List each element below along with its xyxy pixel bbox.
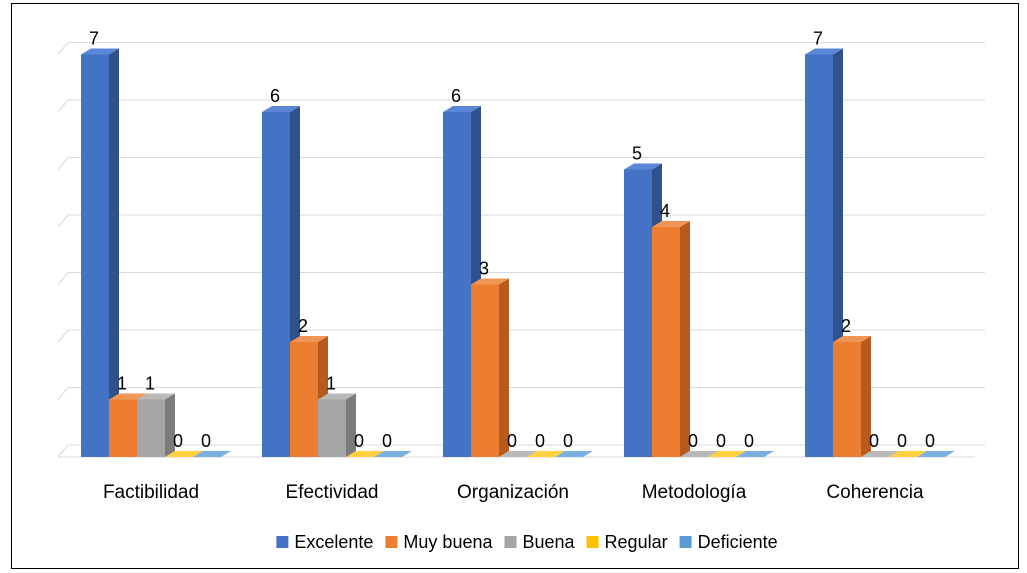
data-label: 0	[382, 431, 392, 451]
data-label: 0	[688, 431, 698, 451]
data-label: 0	[173, 431, 183, 451]
legend-label: Buena	[522, 532, 575, 552]
bars	[81, 48, 955, 458]
data-label: 0	[897, 431, 907, 451]
legend-swatch	[586, 536, 599, 548]
bar-buena-organizacion	[499, 451, 537, 458]
legend-item-deficiente: Deficiente	[679, 532, 778, 552]
data-label: 0	[354, 431, 364, 451]
data-label: 6	[270, 86, 280, 106]
data-label: 0	[535, 431, 545, 451]
legend-swatch	[679, 536, 692, 548]
legend-item-excelente: Excelente	[276, 532, 373, 552]
data-label: 1	[326, 374, 336, 394]
data-label: 7	[89, 29, 99, 49]
gridline-tick	[57, 99, 69, 113]
bar-deficiente-metodologia	[736, 451, 774, 458]
gridline-tick	[57, 214, 69, 228]
bar-regular-factibilidad	[165, 451, 203, 458]
data-label: 3	[479, 259, 489, 279]
category-label-coherencia: Coherencia	[826, 482, 924, 503]
legend-label: Excelente	[294, 532, 373, 552]
data-label: 0	[201, 431, 211, 451]
category-label-factibilidad: Factibilidad	[103, 482, 199, 503]
legend-item-regular: Regular	[586, 532, 668, 552]
data-label: 4	[660, 201, 670, 221]
gridline-tick	[57, 42, 69, 55]
data-label: 1	[145, 374, 155, 394]
data-label: 5	[632, 144, 642, 164]
gridline-tick	[57, 329, 69, 343]
legend: Excelente Muy buena Buena Regular Deficiente	[276, 532, 778, 552]
category-label-efectividad: Efectividad	[286, 482, 379, 503]
data-label: 6	[451, 86, 461, 106]
bar-regular-organizacion	[527, 451, 565, 458]
legend-swatch	[276, 536, 289, 548]
category-label-metodologia: Metodología	[642, 482, 747, 503]
data-label: 0	[563, 431, 573, 451]
legend-label: Muy buena	[403, 532, 493, 552]
legend-item-muy-buena: Muy buena	[385, 532, 493, 552]
bar-regular-coherencia	[889, 451, 927, 458]
bar-deficiente-factibilidad	[193, 451, 231, 458]
legend-label: Deficiente	[698, 532, 778, 552]
bar-deficiente-coherencia	[917, 451, 955, 458]
data-label: 2	[298, 316, 308, 336]
bar-muy-buena-metodologia	[652, 221, 690, 457]
bar-regular-efectividad	[346, 451, 384, 458]
data-label: 1	[117, 374, 127, 394]
category-labels: Factibilidad Efectividad Organización Metod…	[103, 482, 924, 503]
legend-swatch	[504, 536, 517, 548]
bar-excelente-factibilidad	[81, 48, 119, 457]
bar-buena-coherencia	[861, 451, 899, 458]
data-label: 0	[507, 431, 517, 451]
bar-buena-metodologia	[680, 451, 718, 458]
bar-buena-factibilidad	[137, 393, 175, 457]
data-label: 0	[925, 431, 935, 451]
bar-muy-buena-organizacion	[471, 278, 509, 457]
data-label: 0	[716, 431, 726, 451]
legend-swatch	[385, 536, 398, 548]
bar-deficiente-efectividad	[374, 451, 412, 458]
data-label: 7	[813, 29, 823, 49]
legend-item-buena: Buena	[504, 532, 576, 552]
bar-deficiente-organizacion	[555, 451, 593, 458]
bar-regular-metodologia	[708, 451, 746, 458]
bar-muy-buena-coherencia	[833, 336, 871, 457]
bar-excelente-organizacion	[443, 106, 481, 457]
data-label: 2	[841, 316, 851, 336]
gridline-tick	[57, 387, 69, 400]
bar-buena-efectividad	[318, 393, 356, 457]
category-label-organizacion: Organización	[457, 482, 569, 503]
legend-label: Regular	[605, 532, 668, 552]
chart-frame	[11, 3, 1019, 569]
gridline-tick	[57, 157, 69, 170]
gridline-tick	[57, 444, 69, 458]
data-label: 0	[744, 431, 754, 451]
gridline-tick	[57, 272, 69, 285]
data-label: 0	[869, 431, 879, 451]
